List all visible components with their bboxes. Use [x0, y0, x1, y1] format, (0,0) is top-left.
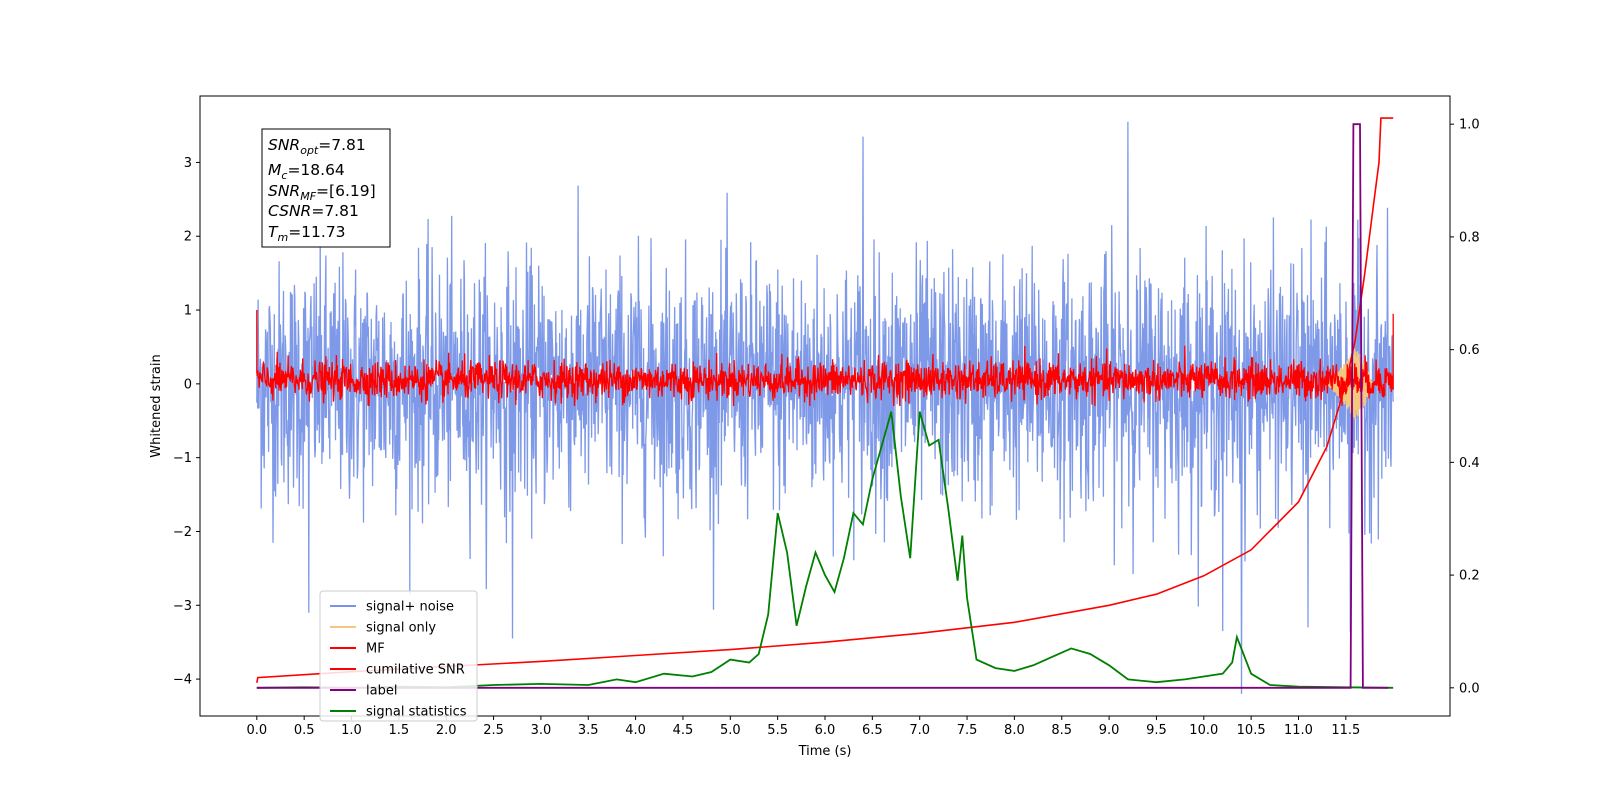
y-tick-label: −4	[173, 673, 192, 688]
legend-label: signal+ noise	[366, 600, 454, 615]
y-tick-label: −1	[173, 451, 192, 466]
y-tick-label: −3	[173, 599, 192, 614]
x-tick-label: 10.0	[1189, 723, 1218, 738]
x-tick-label: 3.5	[578, 723, 599, 738]
legend: signal+ noise signal only MF cumilative SNR…	[319, 590, 478, 722]
x-tick-label: 2.0	[436, 723, 457, 738]
legend-label: signal only	[366, 621, 436, 636]
x-tick-label: 0.0	[246, 723, 267, 738]
y-tick-label: 2	[184, 230, 192, 245]
x-tick-label: 5.5	[767, 723, 788, 738]
x-tick-label: 7.0	[909, 723, 930, 738]
x-tick-label: 7.5	[957, 723, 978, 738]
mc-text: Mc=18.64	[268, 161, 345, 182]
x-tick-label: 8.0	[1004, 723, 1025, 738]
series-signal-statistics	[256, 411, 1394, 689]
x-tick-label: 0.5	[294, 723, 315, 738]
tm-text: Tm=11.73	[268, 223, 346, 244]
series-cumulative-snr	[256, 117, 1394, 683]
y-axis-left: 3 2 1 0 −1 −2 −3 −4	[173, 156, 200, 688]
y2-tick-label: 1.0	[1459, 118, 1480, 133]
y-tick-label: 0	[184, 377, 192, 392]
y2-tick-label: 0.4	[1459, 456, 1480, 471]
y-tick-label: 3	[184, 156, 192, 171]
x-tick-label: 6.5	[862, 723, 883, 738]
y-axis-right: 1.0 0.8 0.6 0.4 0.2 0.0	[1450, 118, 1480, 696]
snr-mf-text: SNRMF=[6.19]	[268, 182, 376, 203]
legend-label: label	[366, 684, 397, 699]
y2-tick-label: 0.8	[1459, 230, 1480, 245]
x-tick-label: 11.5	[1331, 723, 1360, 738]
csnr-text: CSNR=7.81	[268, 202, 359, 220]
legend-label: signal statistics	[366, 705, 467, 720]
x-tick-label: 10.5	[1237, 723, 1266, 738]
x-tick-label: 8.5	[1051, 723, 1072, 738]
x-tick-label: 9.5	[1146, 723, 1167, 738]
series-signal-noise	[256, 121, 1394, 694]
series-layer	[256, 117, 1394, 694]
y-tick-label: −2	[173, 525, 192, 540]
x-tick-label: 9.0	[1099, 723, 1120, 738]
legend-frame	[319, 590, 478, 722]
y2-tick-label: 0.6	[1459, 343, 1480, 358]
x-axis: 0.0 0.5 1.0 1.5 2.0 2.5 3.0 3.5 4.0 4.5 5.0 5.5 6.0 6…	[246, 716, 1360, 738]
y2-tick-label: 0.2	[1459, 569, 1480, 584]
snr-opt-text: SNRopt=7.81	[268, 136, 366, 157]
x-tick-label: 6.0	[815, 723, 836, 738]
legend-label: MF	[366, 642, 385, 657]
x-tick-label: 5.0	[720, 723, 741, 738]
x-tick-label: 1.0	[341, 723, 362, 738]
legend-label: cumilative SNR	[366, 663, 465, 678]
x-tick-label: 11.0	[1284, 723, 1313, 738]
x-tick-label: 3.0	[531, 723, 552, 738]
y-tick-label: 1	[184, 304, 192, 319]
x-tick-label: 2.5	[483, 723, 504, 738]
y2-tick-label: 0.0	[1459, 681, 1480, 696]
x-tick-label: 4.5	[673, 723, 694, 738]
x-axis-label: Time (s)	[798, 744, 852, 759]
x-tick-label: 1.5	[389, 723, 410, 738]
stats-annotation-box: SNRopt=7.81 Mc=18.64 SNRMF=[6.19] CSNR=7…	[261, 128, 391, 248]
series-mf	[256, 310, 1394, 407]
x-tick-label: 4.0	[625, 723, 646, 738]
series-label	[256, 123, 1389, 689]
y-axis-label: Whitened strain	[149, 354, 164, 457]
